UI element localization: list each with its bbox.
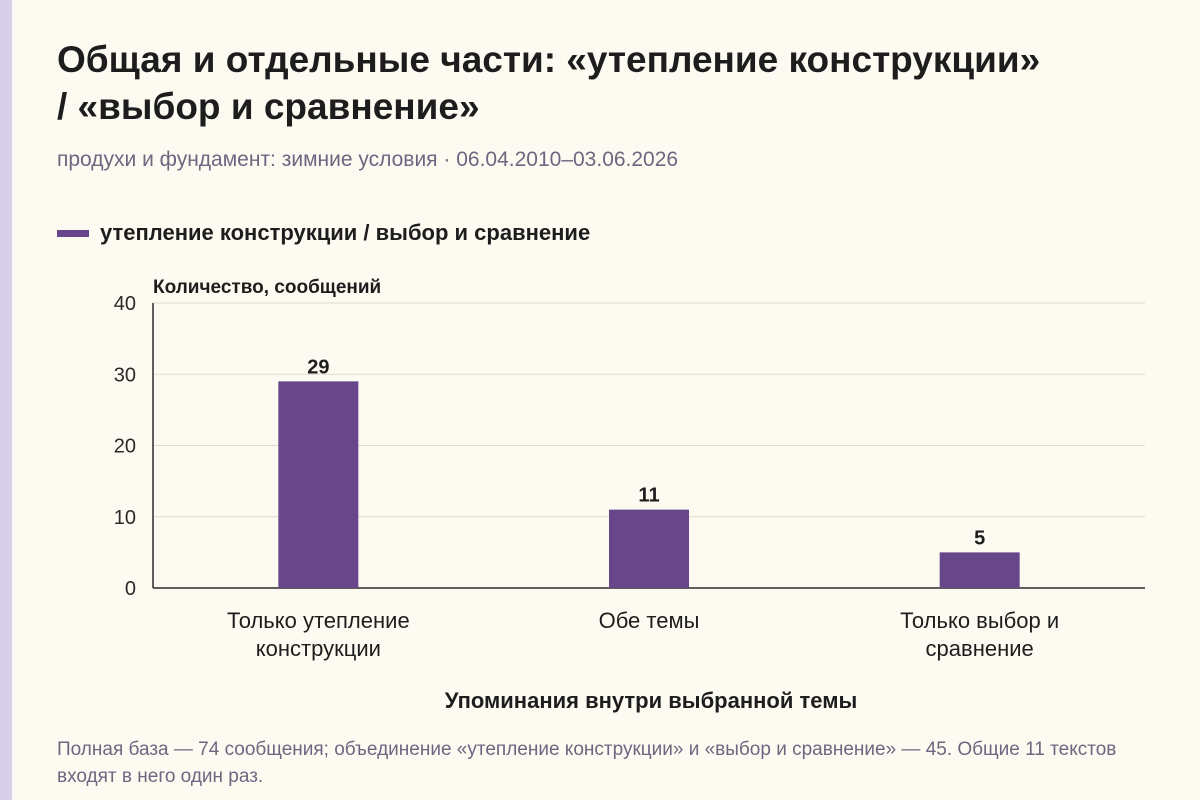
- bar-value-label: 11: [638, 485, 659, 507]
- bar: [609, 509, 689, 588]
- x-tick-label-line: конструкции: [256, 636, 381, 661]
- chart-subtitle: продухи и фундамент: зимние условия · 06…: [57, 148, 679, 171]
- y-tick-label: 10: [114, 507, 136, 529]
- x-tick-label-line: сравнение: [926, 636, 1034, 661]
- y-tick-label: 20: [114, 436, 136, 458]
- y-tick-label: 0: [125, 578, 136, 600]
- footnote: Полная база — 74 сообщения; объединение …: [57, 739, 1117, 787]
- bar-value-label: 5: [974, 527, 985, 549]
- x-tick-label-line: Только утепление: [227, 608, 410, 633]
- legend-swatch: [57, 229, 89, 237]
- y-tick-label: 40: [114, 293, 136, 315]
- y-tick-label: 30: [114, 364, 136, 386]
- legend-label: утепление конструкции / выбор и сравнени…: [100, 220, 591, 245]
- x-tick-label: Обе темы: [599, 608, 700, 633]
- x-axis-title: Упоминания внутри выбранной темы: [445, 688, 858, 713]
- bar: [278, 381, 359, 588]
- x-tick-label: Только выбор и сравнение: [900, 608, 1059, 661]
- bar: [939, 552, 1020, 588]
- chart-title: Общая и отдельные части: «утепление конс…: [57, 39, 1041, 127]
- bar-value-label: 29: [307, 356, 329, 378]
- y-axis-title: Количество, сообщений: [153, 277, 381, 298]
- left-accent-strip: [0, 0, 12, 800]
- x-tick-label-line: Только выбор и: [900, 608, 1059, 633]
- legend: утепление конструкции / выбор и сравнени…: [57, 218, 590, 248]
- x-tick-label: Только утепление конструкции: [227, 608, 410, 661]
- x-tick-label-line: Обе темы: [599, 608, 700, 633]
